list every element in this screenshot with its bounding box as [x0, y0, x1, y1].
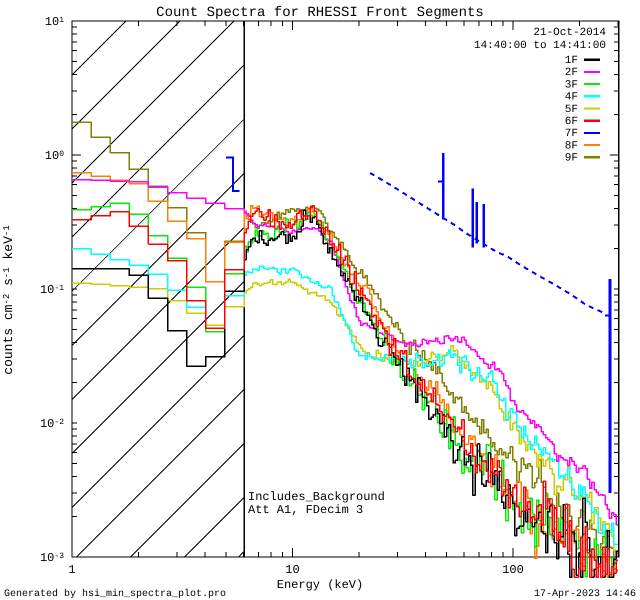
svg-text:100: 100	[502, 563, 524, 577]
svg-text:6F: 6F	[565, 116, 578, 128]
svg-text:4F: 4F	[565, 92, 578, 104]
svg-text:Energy (keV): Energy (keV)	[277, 578, 363, 592]
svg-text:7F: 7F	[565, 128, 578, 140]
svg-text:1: 1	[68, 563, 75, 577]
svg-text:9F: 9F	[565, 153, 578, 165]
svg-text:14:40:00 to 14:41:00: 14:40:00 to 14:41:00	[474, 40, 606, 52]
svg-text:Generated by hsi_min_spectra_p: Generated by hsi_min_spectra_plot.pro	[4, 588, 226, 600]
svg-text:21-Oct-2014: 21-Oct-2014	[533, 27, 606, 39]
svg-text:5F: 5F	[565, 104, 578, 116]
svg-text:1F: 1F	[565, 55, 578, 67]
svg-text:3F: 3F	[565, 79, 578, 91]
svg-text:8F: 8F	[565, 140, 578, 152]
svg-text:2F: 2F	[565, 67, 578, 79]
svg-text:Count Spectra for RHESSI Front: Count Spectra for RHESSI Front Segments	[156, 5, 484, 21]
svg-text:Att A1, FDecim 3: Att A1, FDecim 3	[248, 503, 363, 517]
svg-text:10: 10	[285, 563, 299, 577]
svg-text:17-Apr-2023 14:46: 17-Apr-2023 14:46	[534, 589, 636, 600]
svg-text:Includes_Background: Includes_Background	[248, 490, 385, 504]
